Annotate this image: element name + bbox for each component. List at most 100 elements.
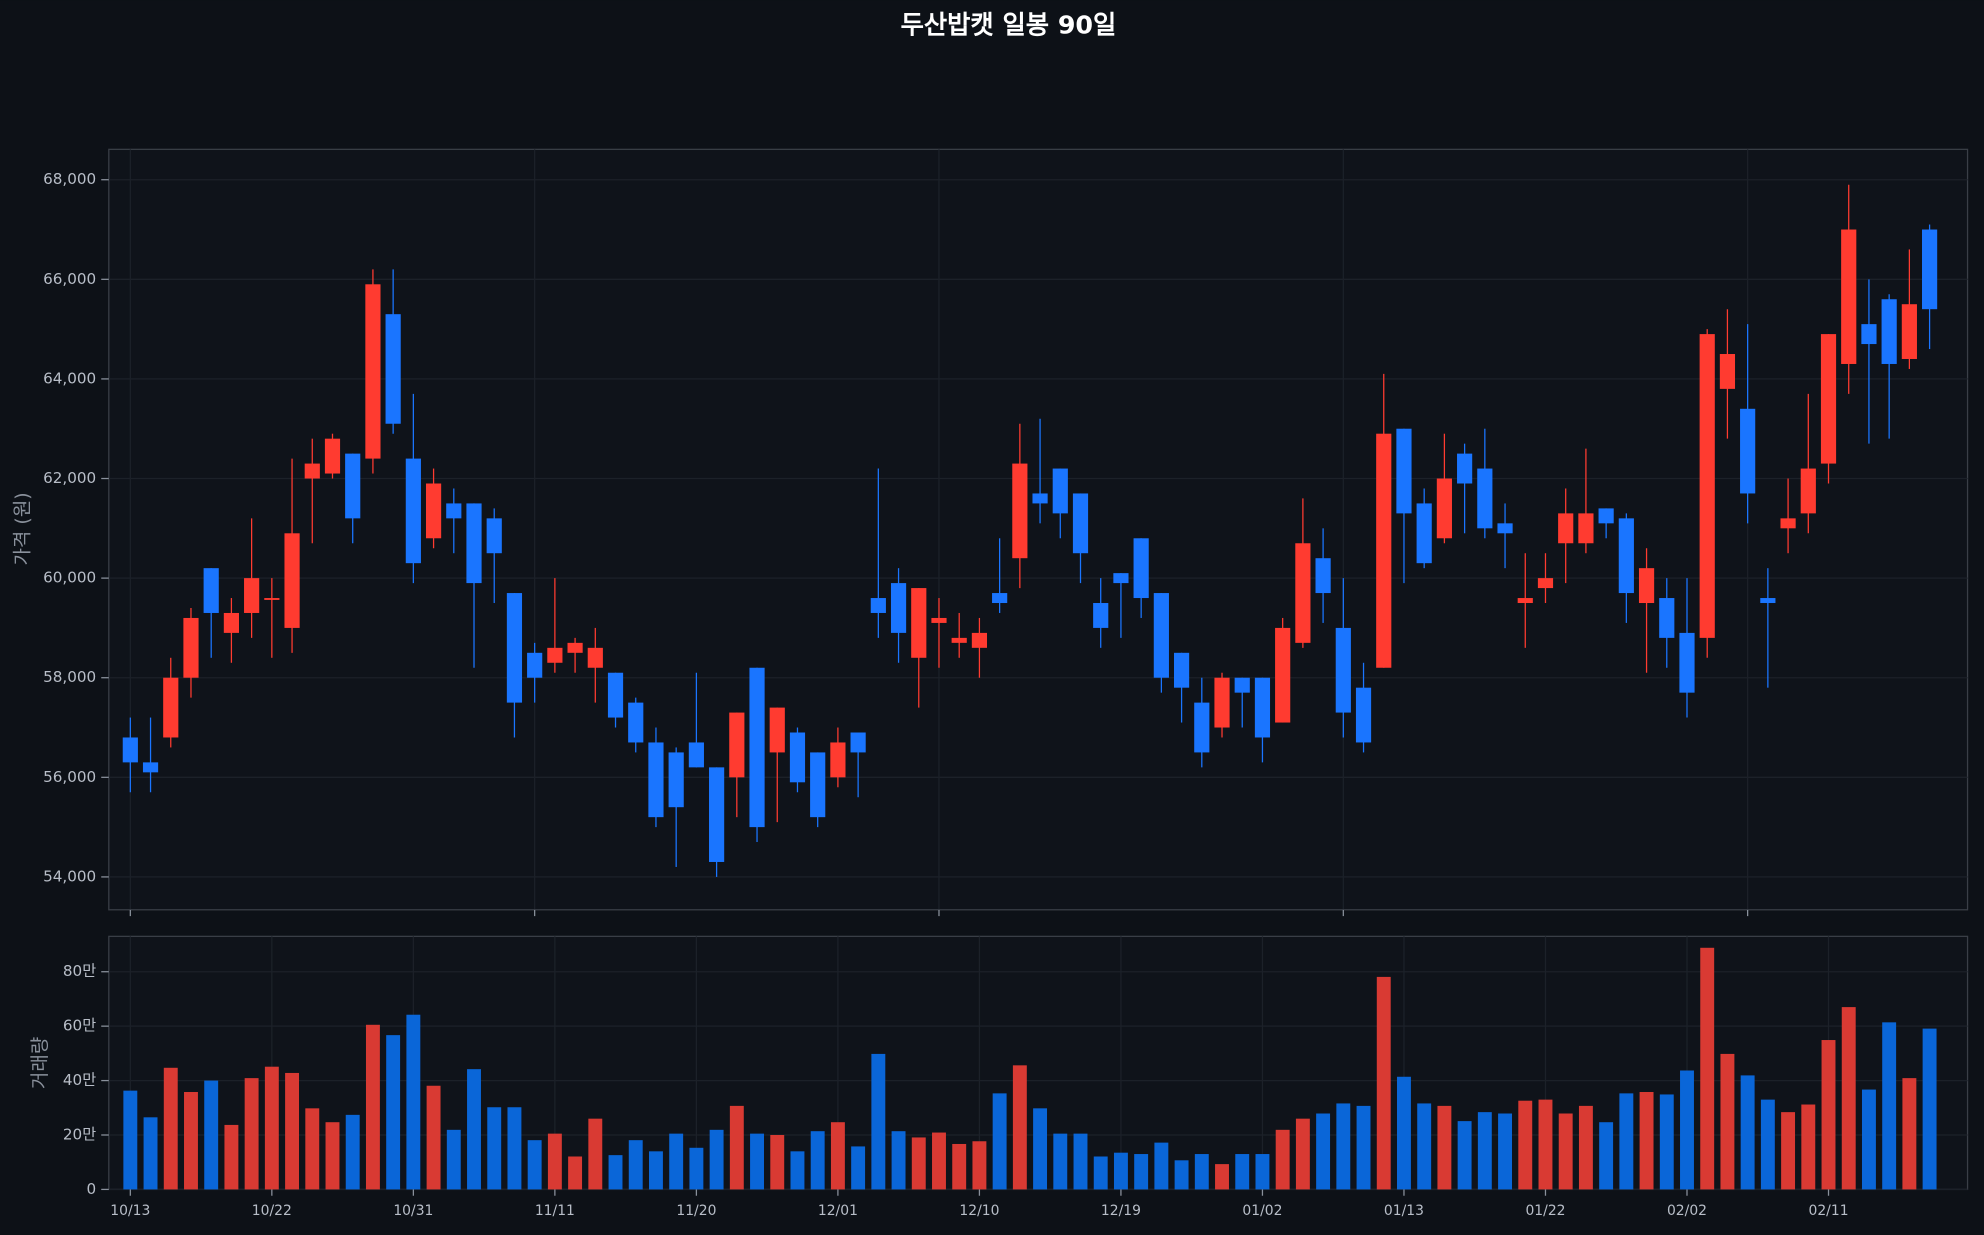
volume-bar	[1194, 1154, 1209, 1190]
candle-body	[567, 642, 583, 653]
volume-bar	[952, 1143, 967, 1190]
x-tick-label: 10/22	[252, 1203, 292, 1219]
candle-body	[668, 752, 684, 808]
candle-body	[1719, 354, 1736, 389]
volume-bar	[932, 1132, 946, 1190]
candle-body	[1820, 334, 1837, 464]
candle-body	[425, 483, 442, 539]
volume-bar	[1619, 1093, 1634, 1190]
volume-bar	[588, 1118, 603, 1190]
volume-bar	[709, 1129, 724, 1190]
candle-body	[951, 637, 967, 643]
volume-bar	[244, 1078, 259, 1190]
candle-body	[1760, 598, 1776, 604]
volume-tick-label: 40만	[63, 1071, 96, 1089]
candle-body	[1113, 573, 1129, 584]
volume-bar	[224, 1124, 239, 1190]
volume-bar	[851, 1146, 866, 1190]
candle-body	[1032, 493, 1048, 504]
volume-bar	[507, 1107, 522, 1190]
candle-body	[183, 617, 199, 678]
x-tick-label: 12/19	[1101, 1203, 1141, 1219]
candle-body	[1558, 513, 1574, 544]
volume-bar	[770, 1134, 785, 1190]
candle-body	[1618, 518, 1634, 594]
y-tick-label: 68,000	[43, 170, 96, 188]
candle-body	[1012, 463, 1028, 559]
candle-body	[163, 677, 179, 738]
volume-bar	[1841, 1007, 1856, 1190]
volume-bar	[1801, 1104, 1816, 1190]
candle-body	[971, 632, 988, 648]
volume-bar	[1215, 1164, 1229, 1190]
volume-bar	[1538, 1099, 1553, 1190]
candle-body	[1093, 603, 1109, 628]
candle-body	[607, 672, 624, 718]
volume-bar	[871, 1053, 886, 1190]
volume-bar	[345, 1114, 360, 1190]
candle-body	[1376, 433, 1392, 668]
candle-body	[365, 284, 381, 459]
x-tick-label: 10/13	[110, 1203, 150, 1219]
volume-bar	[1882, 1022, 1897, 1190]
volume-bar	[204, 1080, 219, 1190]
volume-bar	[1740, 1075, 1755, 1190]
candle-body	[1072, 493, 1089, 554]
volume-bar	[648, 1151, 663, 1190]
x-tick-label: 12/10	[959, 1203, 999, 1219]
candle-body	[1578, 513, 1594, 544]
volume-bar	[1012, 1065, 1027, 1190]
candle-body	[1901, 304, 1917, 359]
volume-bar	[1316, 1113, 1331, 1190]
x-tick-label: 01/02	[1242, 1203, 1282, 1219]
candle-body	[1335, 627, 1351, 713]
candle-body	[385, 314, 401, 424]
volume-bar	[1518, 1100, 1533, 1190]
candle-body	[587, 647, 603, 668]
volume-bar	[1558, 1113, 1573, 1190]
volume-bar	[1134, 1154, 1149, 1190]
volume-bar	[467, 1069, 481, 1190]
candle-body	[1841, 229, 1857, 364]
candle-body	[890, 583, 907, 633]
candle-body	[1497, 523, 1513, 534]
volume-bar	[1336, 1103, 1351, 1190]
candle-body	[1355, 687, 1372, 743]
candle-body	[1780, 518, 1796, 529]
volume-bar	[1417, 1103, 1432, 1190]
candle-body	[749, 667, 765, 828]
candle-body	[405, 458, 421, 564]
x-tick-label: 01/22	[1525, 1203, 1565, 1219]
volume-bar	[1073, 1133, 1088, 1190]
volume-bar	[628, 1140, 643, 1190]
volume-bar	[1397, 1076, 1411, 1190]
volume-bar	[1861, 1089, 1876, 1190]
candle-body	[1922, 229, 1938, 310]
candle-body	[628, 702, 644, 743]
candle-body	[1517, 598, 1533, 604]
candle-body	[911, 588, 927, 658]
candle-body	[1881, 299, 1897, 364]
y-axis-label: 가격 (원)	[11, 492, 33, 565]
candle-body	[830, 742, 846, 778]
candle-body	[1638, 568, 1655, 604]
y-tick-label: 58,000	[43, 668, 96, 686]
candle-body	[1800, 468, 1816, 514]
candle-body	[506, 593, 523, 703]
candle-body	[527, 652, 543, 678]
candle-body	[850, 732, 866, 753]
volume-bar	[1578, 1105, 1593, 1190]
candle-body	[1194, 702, 1210, 753]
y-tick-label: 60,000	[43, 569, 96, 587]
candle-body	[1659, 598, 1675, 638]
volume-bar	[1760, 1099, 1775, 1190]
volume-bar	[264, 1066, 279, 1190]
candle-body	[1436, 478, 1452, 539]
candle-body	[1254, 677, 1271, 738]
candle-body	[446, 503, 462, 519]
candle-body	[1861, 324, 1877, 345]
volume-bar	[285, 1072, 300, 1190]
volume-bar	[1235, 1154, 1250, 1190]
volume-bar	[830, 1122, 845, 1190]
candle-body	[244, 578, 260, 613]
